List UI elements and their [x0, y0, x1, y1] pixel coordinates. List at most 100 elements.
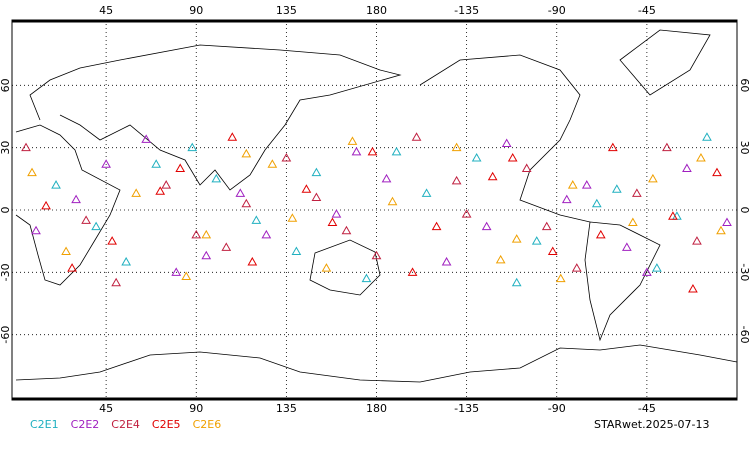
point	[541, 221, 552, 231]
point	[221, 242, 232, 251]
point	[187, 142, 198, 152]
x-tick-label-bottom: -45	[638, 402, 656, 415]
point	[451, 175, 462, 185]
point	[611, 184, 622, 193]
africa	[15, 124, 121, 286]
point	[441, 256, 452, 266]
point	[621, 242, 632, 251]
point	[347, 136, 358, 145]
legend-entry: C2E2	[71, 418, 100, 431]
point	[327, 217, 338, 226]
y-tick-label-right: -30	[738, 263, 750, 281]
point	[201, 250, 212, 260]
point	[607, 142, 618, 152]
point	[235, 188, 246, 197]
point	[407, 267, 418, 276]
point	[431, 221, 442, 231]
point	[672, 211, 682, 220]
x-tick-label-bottom: -90	[548, 402, 566, 415]
point	[716, 225, 726, 235]
y-tick-label-left: -30	[0, 263, 12, 281]
point	[692, 236, 702, 245]
point	[387, 196, 398, 206]
point	[531, 236, 542, 245]
point	[652, 263, 662, 272]
point	[391, 146, 402, 156]
point	[201, 229, 212, 239]
x-tick-label-top: 180	[366, 4, 387, 17]
x-tick-label-top: -45	[638, 4, 656, 17]
x-tick-label-top: 90	[189, 4, 203, 17]
point	[547, 246, 558, 256]
point	[81, 215, 91, 224]
y-tick-label-right: 60	[738, 78, 750, 92]
point	[171, 267, 182, 276]
point	[662, 142, 672, 152]
point	[287, 213, 298, 222]
legend-entry: C2E1	[30, 418, 59, 431]
x-tick-label-top: 135	[276, 4, 297, 17]
eurasia	[29, 44, 402, 191]
point	[175, 163, 186, 172]
point	[461, 209, 472, 218]
point	[261, 229, 272, 239]
point	[688, 283, 698, 293]
y-tick-label-left: -60	[0, 326, 12, 344]
point	[251, 215, 262, 224]
legend-entry: C2E4	[111, 418, 140, 431]
point	[371, 250, 382, 260]
australia	[309, 239, 381, 296]
point	[311, 192, 322, 202]
y-tick-label-left: 60	[0, 78, 12, 92]
point	[631, 188, 642, 197]
point	[61, 246, 71, 256]
point	[41, 200, 51, 210]
point	[495, 254, 506, 264]
x-tick-label-bottom: 45	[99, 402, 113, 415]
x-tick-label-top: 45	[99, 4, 113, 17]
point	[642, 267, 652, 276]
point	[501, 138, 512, 148]
point	[555, 273, 566, 283]
point	[107, 236, 117, 245]
point	[581, 180, 592, 189]
antarctica	[15, 344, 738, 383]
point	[702, 132, 712, 141]
point	[131, 188, 142, 197]
point	[682, 163, 692, 172]
legend-entry: C2E5	[152, 418, 181, 431]
point	[267, 159, 278, 168]
point	[507, 153, 518, 162]
point	[301, 184, 312, 193]
point	[67, 263, 77, 272]
point	[351, 146, 362, 156]
annotation: STARwet.2025-07-13	[594, 418, 710, 431]
point	[481, 221, 492, 231]
point	[161, 180, 172, 189]
point	[722, 217, 732, 226]
point	[121, 256, 132, 266]
point	[331, 209, 342, 218]
point	[51, 180, 61, 189]
point	[451, 142, 462, 152]
point	[155, 186, 166, 195]
point	[211, 173, 222, 183]
point	[471, 153, 482, 162]
point	[521, 163, 532, 172]
x-tick-label-bottom: 180	[366, 402, 387, 415]
coastlines	[15, 29, 738, 383]
point	[71, 194, 81, 204]
point	[141, 134, 152, 143]
greenland	[619, 29, 711, 96]
point	[381, 173, 392, 183]
point	[101, 159, 111, 168]
point	[361, 273, 372, 283]
point	[321, 263, 332, 272]
point	[91, 221, 101, 231]
y-tick-label-left: 0	[0, 207, 12, 214]
y-tick-label-right: 0	[738, 207, 750, 214]
point	[411, 132, 422, 141]
point	[511, 234, 522, 243]
point	[191, 229, 202, 239]
point	[696, 153, 706, 162]
